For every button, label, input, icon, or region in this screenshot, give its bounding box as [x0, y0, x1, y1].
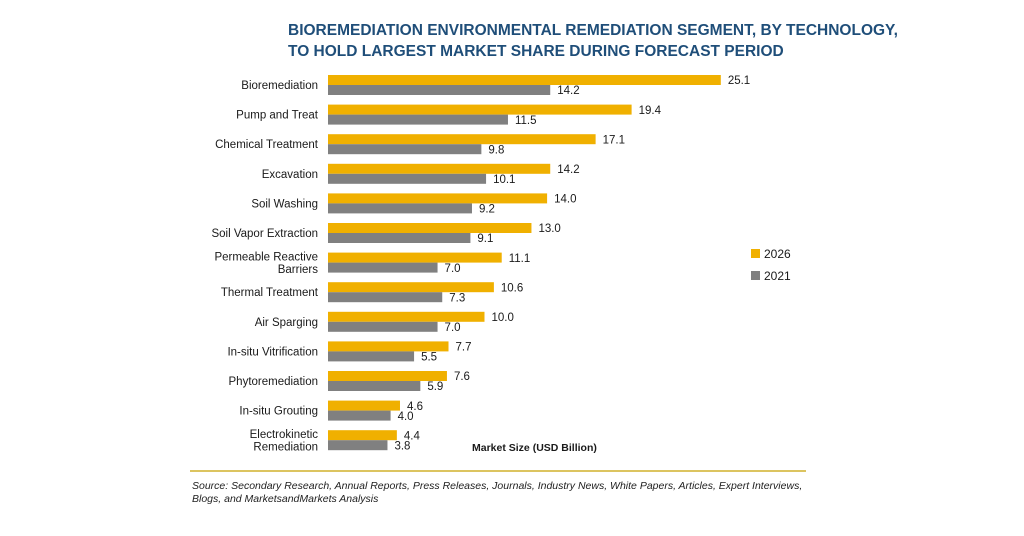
- value-label-2021: 9.2: [479, 204, 495, 216]
- value-label-2021: 9.1: [477, 233, 493, 245]
- bar-2026: [328, 282, 494, 293]
- bar-2026: [328, 223, 532, 233]
- value-label-2026: 14.0: [554, 194, 576, 206]
- bar-2026: [328, 430, 397, 441]
- value-label-2021: 5.9: [427, 381, 443, 393]
- category-label: Phytoremediation: [229, 376, 319, 388]
- legend-swatch-2021: [751, 271, 760, 280]
- category-label: Permeable Reactive Barriers: [214, 251, 318, 276]
- bar-2026: [328, 134, 596, 145]
- value-label-2026: 4.6: [407, 401, 423, 413]
- value-label-2026: 10.0: [492, 312, 514, 324]
- bar-2026: [328, 252, 502, 263]
- value-label-2026: 19.4: [639, 105, 662, 117]
- bar-2026: [328, 104, 632, 115]
- bar-2021: [328, 410, 391, 421]
- bar-2021: [328, 114, 508, 125]
- legend-label-2021: 2021: [764, 269, 791, 283]
- category-label: Electrokinetic Remediation: [250, 429, 319, 454]
- value-label-2026: 4.4: [404, 430, 421, 442]
- legend: 2026 2021: [751, 247, 791, 283]
- value-label-2026: 13.0: [538, 223, 560, 235]
- value-label-2026: 10.6: [501, 282, 523, 294]
- bar-2021: [328, 292, 443, 303]
- bar-2026: [328, 193, 548, 204]
- value-label-2026: 14.2: [557, 164, 579, 176]
- value-label-2021: 11.5: [515, 115, 537, 127]
- value-label-2021: 7.0: [445, 322, 461, 334]
- bar-2021: [328, 203, 472, 214]
- title-line-2: TO HOLD LARGEST MARKET SHARE DURING FORE…: [288, 43, 784, 60]
- value-label-2021: 9.8: [488, 144, 504, 156]
- category-label: In-situ Vitrification: [227, 346, 318, 358]
- value-label-2021: 10.1: [493, 174, 515, 186]
- value-label-2021: 3.8: [394, 440, 410, 452]
- legend-swatch-2026: [751, 249, 760, 258]
- value-label-2026: 11.1: [509, 253, 531, 265]
- source-note: Source: Secondary Research, Annual Repor…: [192, 480, 803, 505]
- value-label-2021: 14.2: [557, 85, 579, 97]
- bar-2021: [328, 351, 415, 362]
- bar-2026: [328, 311, 485, 322]
- chart-title: BIOREMEDIATION ENVIRONMENTAL REMEDIATION…: [288, 22, 898, 60]
- x-axis-title: Market Size (USD Billion): [472, 442, 597, 454]
- bar-2021: [328, 144, 482, 155]
- bar-2021: [328, 233, 471, 243]
- category-label: Thermal Treatment: [221, 287, 319, 299]
- value-label-2021: 7.3: [449, 292, 465, 304]
- value-label-2021: 5.5: [421, 352, 437, 364]
- value-label-2021: 7.0: [445, 263, 461, 275]
- bar-2026: [328, 163, 551, 174]
- bar-2021: [328, 321, 438, 332]
- bar-2026: [328, 400, 400, 411]
- bar-2021: [328, 440, 388, 451]
- category-label: In-situ Grouting: [239, 406, 318, 418]
- bar-2026: [328, 371, 447, 381]
- category-label: Pump and Treat: [236, 110, 319, 122]
- category-label: Soil Washing: [251, 198, 318, 210]
- value-label-2026: 7.6: [454, 371, 470, 383]
- category-label: Excavation: [262, 169, 318, 181]
- category-label: Bioremediation: [241, 80, 318, 92]
- bar-2021: [328, 262, 438, 273]
- value-label-2026: 7.7: [456, 342, 472, 354]
- value-label-2026: 25.1: [728, 75, 750, 87]
- bar-2026: [328, 75, 721, 85]
- value-label-2021: 4.0: [398, 411, 414, 423]
- bar-2021: [328, 381, 421, 391]
- category-labels: Bioremediation Pump and Treat Chemical Tre…: [211, 80, 318, 453]
- bar-2021: [328, 85, 551, 95]
- bar-2021: [328, 173, 487, 184]
- value-label-2026: 17.1: [603, 134, 625, 146]
- bar-2026: [328, 341, 449, 352]
- category-label: Soil Vapor Extraction: [211, 228, 318, 240]
- legend-label-2026: 2026: [764, 247, 791, 261]
- bars: [328, 75, 721, 451]
- category-label: Air Sparging: [255, 317, 318, 329]
- title-line-1: BIOREMEDIATION ENVIRONMENTAL REMEDIATION…: [288, 22, 898, 39]
- category-label: Chemical Treatment: [215, 139, 319, 151]
- value-labels: 25.1 14.2 19.4 11.5 17.1 9.8 14.2 10.1 14.0 9.2 13…: [394, 75, 750, 452]
